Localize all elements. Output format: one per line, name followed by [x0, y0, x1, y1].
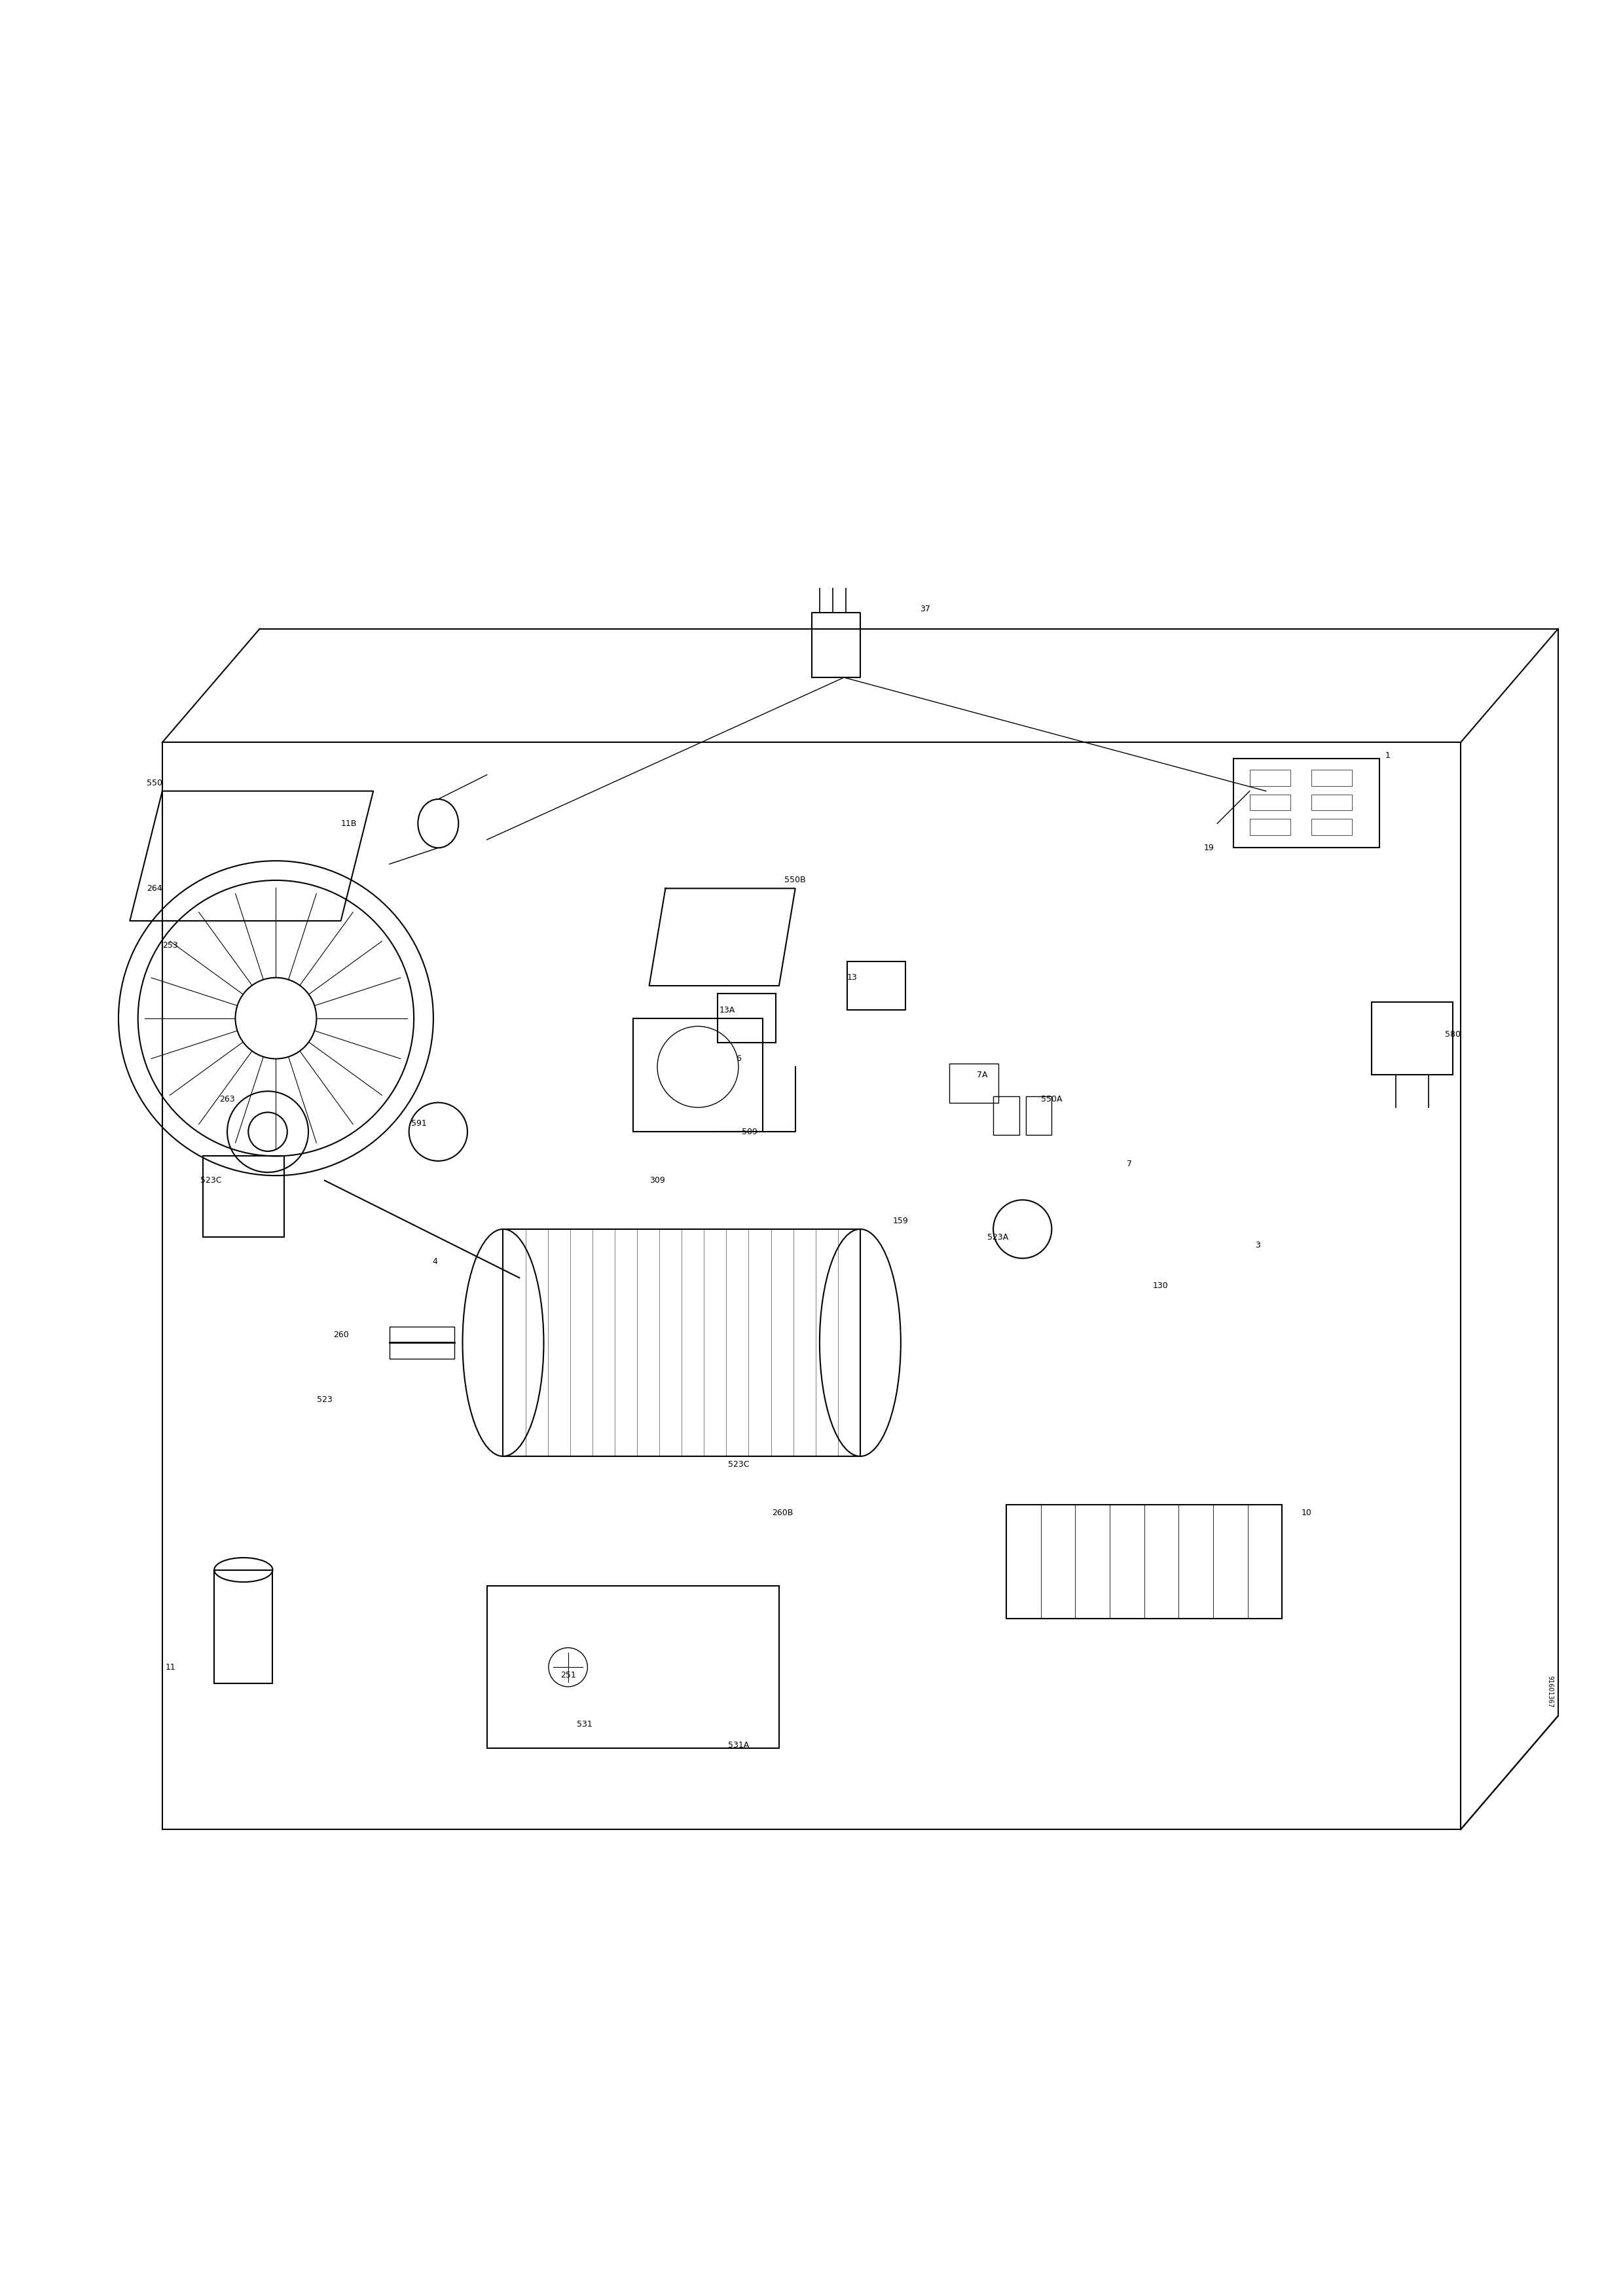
Text: 251: 251 — [560, 1671, 576, 1681]
Bar — [214, 1570, 273, 1683]
Text: 159: 159 — [893, 1217, 909, 1226]
Text: 523C: 523C — [727, 1460, 750, 1469]
Text: 1: 1 — [1384, 751, 1391, 760]
Text: 7A: 7A — [977, 1070, 987, 1079]
Text: 591: 591 — [411, 1120, 427, 1127]
Text: 509: 509 — [742, 1127, 758, 1137]
Text: 523: 523 — [316, 1396, 333, 1403]
Text: 130: 130 — [1152, 1281, 1169, 1290]
Bar — [1026, 1095, 1052, 1134]
Text: 10: 10 — [1302, 1508, 1311, 1518]
Bar — [949, 1063, 998, 1102]
Text: 4: 4 — [432, 1258, 438, 1265]
Text: 550B: 550B — [784, 877, 807, 884]
Text: 523C: 523C — [200, 1176, 222, 1185]
Text: 550A: 550A — [1040, 1095, 1063, 1104]
Bar — [487, 1587, 779, 1747]
Bar — [1311, 769, 1352, 785]
Bar — [1371, 1001, 1453, 1075]
Text: 3: 3 — [1255, 1242, 1261, 1249]
Text: 37: 37 — [920, 606, 930, 613]
Bar — [1250, 794, 1290, 810]
Text: 11: 11 — [166, 1662, 175, 1671]
Text: 260: 260 — [333, 1329, 349, 1339]
Bar — [633, 1017, 763, 1132]
Bar — [1006, 1504, 1282, 1619]
Text: 580: 580 — [1444, 1031, 1461, 1038]
Text: 309: 309 — [649, 1176, 665, 1185]
Text: 13: 13 — [847, 974, 857, 983]
Text: 11B: 11B — [341, 820, 357, 829]
Bar — [1311, 794, 1352, 810]
Bar — [1250, 820, 1290, 836]
Bar — [503, 1228, 860, 1456]
Bar — [717, 994, 776, 1042]
Text: 263: 263 — [219, 1095, 235, 1104]
Ellipse shape — [214, 1557, 273, 1582]
Bar — [1311, 820, 1352, 836]
Text: 91601367: 91601367 — [1547, 1676, 1553, 1708]
Text: 531: 531 — [576, 1720, 592, 1729]
Text: 264: 264 — [146, 884, 162, 893]
Text: 260B: 260B — [771, 1508, 794, 1518]
Bar — [390, 1327, 454, 1359]
Text: 523A: 523A — [987, 1233, 1010, 1242]
Text: 6: 6 — [735, 1054, 742, 1063]
Bar — [1250, 769, 1290, 785]
Bar — [993, 1095, 1019, 1134]
Text: 253: 253 — [162, 941, 179, 951]
Text: 13A: 13A — [719, 1006, 735, 1015]
Text: 19: 19 — [1204, 843, 1214, 852]
Bar — [203, 1157, 284, 1238]
Bar — [847, 962, 906, 1010]
Text: 531A: 531A — [727, 1740, 750, 1750]
Text: 7: 7 — [1126, 1159, 1133, 1169]
Text: 550: 550 — [146, 778, 162, 788]
